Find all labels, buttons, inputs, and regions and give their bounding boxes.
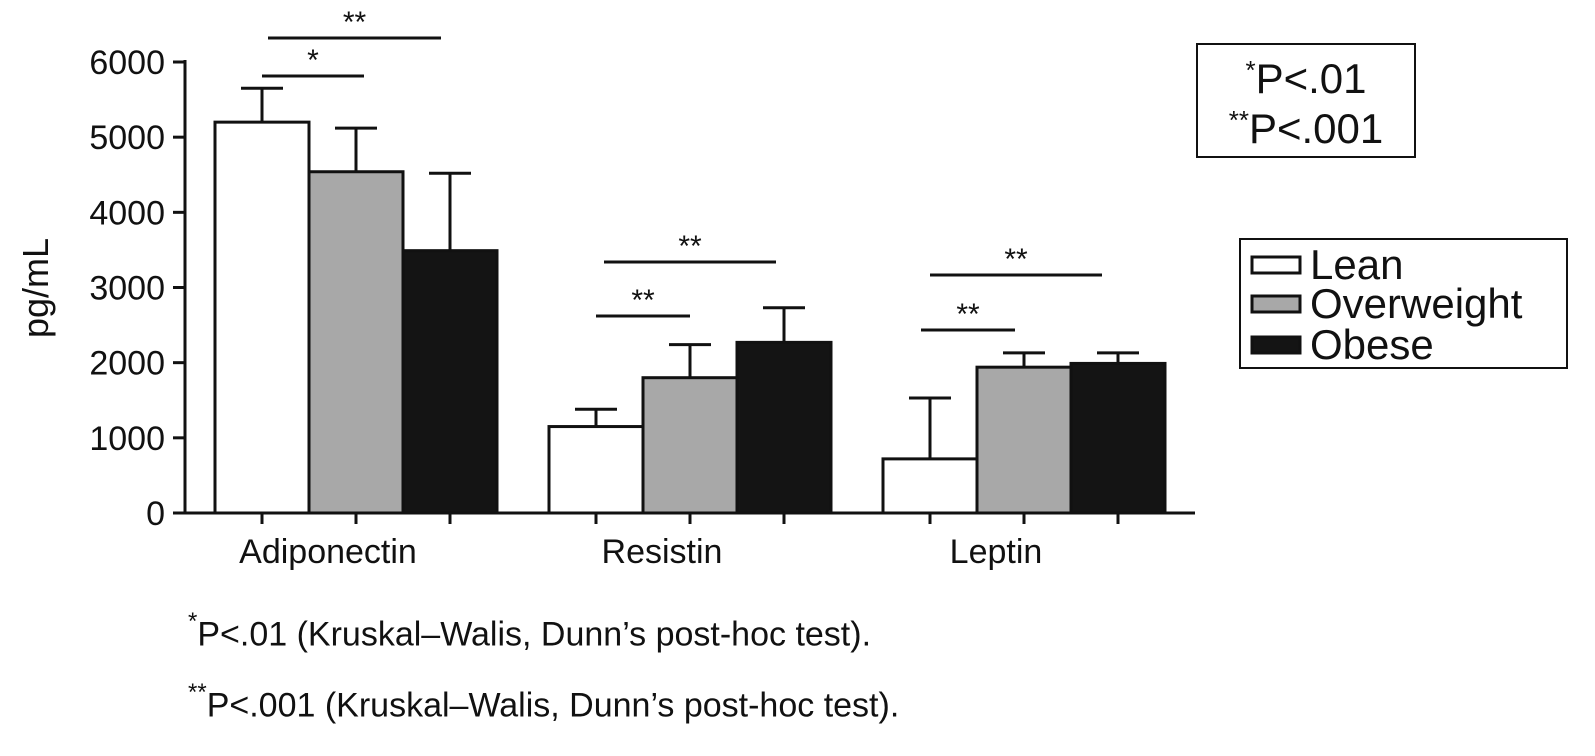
bar-chart: 0 1000 2000 3000 4000 5000 6000 Adiponectin Resi…: [15, 6, 1568, 571]
legend-label: Obese: [1310, 321, 1434, 368]
x-tick-label: Leptin: [950, 533, 1043, 571]
p-value-legend-entry: *P<.01: [1245, 55, 1366, 102]
p-value-legend-stars: **: [1229, 105, 1249, 135]
significance-label: **: [631, 284, 655, 317]
footnote-1-stars: *: [188, 608, 198, 635]
footnote-1: *P<.01 (Kruskal–Walis, Dunn’s post-hoc t…: [188, 608, 872, 654]
y-axis-label: pg/mL: [15, 238, 56, 338]
p-value-legend-entry: **P<.001: [1229, 105, 1384, 152]
y-tick-label: 3000: [89, 270, 165, 308]
bar: [213, 120, 311, 515]
p-value-legend-text: P<.001: [1249, 105, 1383, 152]
bar: [547, 425, 645, 515]
y-tick-label: 0: [146, 495, 165, 533]
bar: [881, 457, 979, 515]
bar: [641, 376, 739, 515]
footnote-2: **P<.001 (Kruskal–Walis, Dunn’s post-hoc…: [188, 679, 900, 725]
y-tick-label: 4000: [89, 194, 165, 232]
bar: [401, 249, 499, 515]
significance-label: **: [956, 298, 980, 331]
bar: [735, 340, 833, 515]
legend-label: Overweight: [1310, 280, 1523, 327]
footnote-1-text: P<.01 (Kruskal–Walis, Dunn’s post-hoc te…: [197, 615, 872, 654]
significance-label: **: [1004, 243, 1028, 276]
plot-area: 0 1000 2000 3000 4000 5000 6000 Adiponectin Resi…: [15, 6, 1195, 571]
p-value-legend: *P<.01**P<.001: [1196, 43, 1416, 158]
footnote-2-text: P<.001 (Kruskal–Walis, Dunn’s post-hoc t…: [206, 686, 900, 725]
x-tick-label: Adiponectin: [239, 533, 417, 571]
x-tick-label: Resistin: [602, 533, 723, 571]
y-tick-label: 6000: [89, 44, 165, 82]
bar: [1069, 361, 1167, 515]
significance-label: **: [343, 6, 367, 39]
y-tick-label: 2000: [89, 345, 165, 383]
bar: [307, 170, 405, 515]
significance-label: *: [307, 44, 319, 77]
legend-label: Lean: [1310, 241, 1403, 288]
p-value-legend-text: P<.01: [1256, 55, 1367, 102]
footnote-2-stars: **: [188, 679, 207, 706]
bar: [975, 365, 1073, 515]
legend-swatch: [1250, 335, 1302, 355]
legend-swatch: [1250, 294, 1302, 314]
significance-label: **: [678, 230, 702, 263]
legend-swatch: [1250, 255, 1302, 275]
y-tick-label: 1000: [89, 420, 165, 458]
p-value-legend-box: [1196, 43, 1416, 158]
p-value-legend-stars: *: [1245, 55, 1255, 85]
y-tick-label: 5000: [89, 119, 165, 157]
